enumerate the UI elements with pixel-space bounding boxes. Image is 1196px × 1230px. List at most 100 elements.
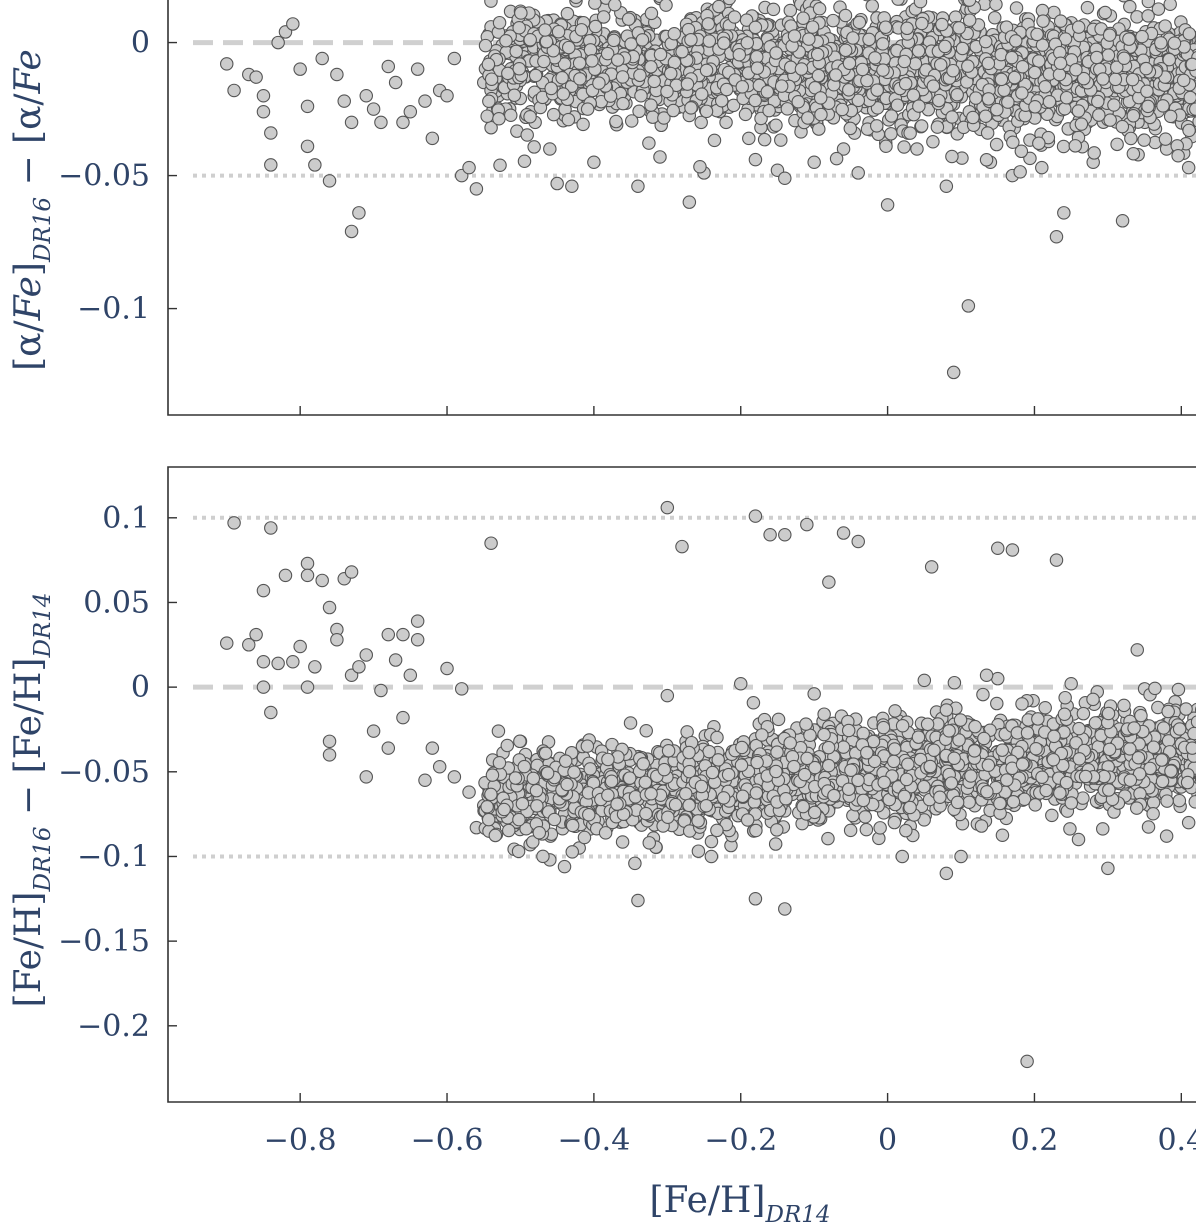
data-point [966, 110, 980, 125]
data-point [719, 115, 733, 130]
data-point [846, 31, 860, 45]
data-point [1087, 146, 1101, 160]
bottom-scatter-points [219, 500, 1196, 1069]
data-point [528, 68, 543, 83]
data-point [1181, 160, 1196, 175]
data-point [1064, 676, 1078, 691]
data-point [344, 565, 359, 579]
data-point [653, 47, 668, 62]
bottom-reference-lines [193, 515, 1196, 859]
data-point [760, 85, 775, 99]
data-point [855, 62, 870, 77]
data-point [805, 20, 820, 34]
data-point [1135, 29, 1149, 44]
data-point [935, 17, 949, 32]
top-panel-frame [167, 0, 1196, 416]
data-point [870, 119, 884, 133]
data-point [1162, 52, 1177, 67]
y-tick-label: −0.1 [77, 292, 150, 327]
data-point [264, 705, 278, 720]
data-point [917, 779, 931, 794]
data-point [639, 724, 653, 738]
data-point [1014, 144, 1029, 159]
data-point [1141, 9, 1155, 23]
data-point [771, 712, 786, 727]
data-point [1154, 36, 1168, 50]
data-point [694, 87, 709, 101]
data-point [780, 102, 795, 116]
data-point [1182, 27, 1196, 41]
data-point [1158, 132, 1173, 146]
data-point [813, 91, 828, 105]
data-point [644, 98, 658, 112]
data-point [624, 37, 638, 51]
y-tick-label: −0.05 [58, 159, 150, 194]
data-point [631, 179, 645, 193]
top-x-ticks [299, 406, 1183, 415]
data-point [330, 67, 344, 82]
data-point [791, 94, 805, 109]
data-point [994, 72, 1009, 87]
data-point [812, 1, 827, 16]
top-scatter-points [219, 0, 1196, 380]
data-point [890, 98, 905, 112]
data-point [778, 527, 792, 542]
data-point [856, 726, 870, 741]
data-point [787, 29, 802, 43]
data-point [1009, 1, 1024, 15]
data-point [932, 93, 946, 108]
data-point [1171, 682, 1186, 697]
data-point [911, 44, 926, 58]
data-point [1071, 20, 1086, 34]
data-point [754, 111, 768, 126]
data-point [308, 158, 322, 172]
data-point [807, 155, 821, 170]
data-point [440, 661, 454, 676]
data-point [611, 53, 625, 67]
data-point [1163, 109, 1178, 124]
data-point [484, 72, 499, 86]
data-point [616, 96, 630, 111]
data-point [836, 142, 851, 156]
data-point [322, 174, 337, 188]
data-point [947, 675, 962, 690]
data-point [1092, 108, 1106, 122]
data-point [898, 76, 913, 91]
data-point [1110, 137, 1124, 152]
data-point [514, 6, 528, 20]
data-point [1167, 36, 1182, 50]
data-point [987, 11, 1002, 25]
data-point [537, 54, 551, 69]
data-point [1140, 84, 1154, 98]
data-point [538, 23, 552, 37]
data-point [860, 73, 874, 88]
data-point [493, 158, 507, 173]
data-point [851, 93, 866, 108]
data-point [675, 44, 689, 59]
data-point [962, 13, 977, 27]
data-point [633, 68, 647, 83]
data-point [527, 140, 541, 154]
data-point [865, 0, 880, 13]
data-point [1071, 832, 1086, 847]
data-point [808, 80, 822, 95]
data-point [1035, 38, 1050, 52]
data-point [485, 768, 500, 782]
data-point [939, 179, 954, 193]
data-point [523, 110, 537, 124]
data-point [769, 118, 783, 133]
data-point [388, 653, 403, 667]
data-point [719, 82, 734, 97]
data-point [836, 740, 851, 754]
data-point [315, 573, 329, 588]
data-point [322, 748, 337, 762]
data-point [757, 132, 772, 147]
data-point [454, 682, 469, 696]
data-point [511, 844, 526, 859]
data-point [628, 856, 642, 871]
top-reference-lines [193, 40, 1196, 178]
data-point [256, 654, 271, 669]
data-point [884, 127, 898, 141]
data-point [480, 800, 494, 814]
data-point [920, 717, 935, 732]
